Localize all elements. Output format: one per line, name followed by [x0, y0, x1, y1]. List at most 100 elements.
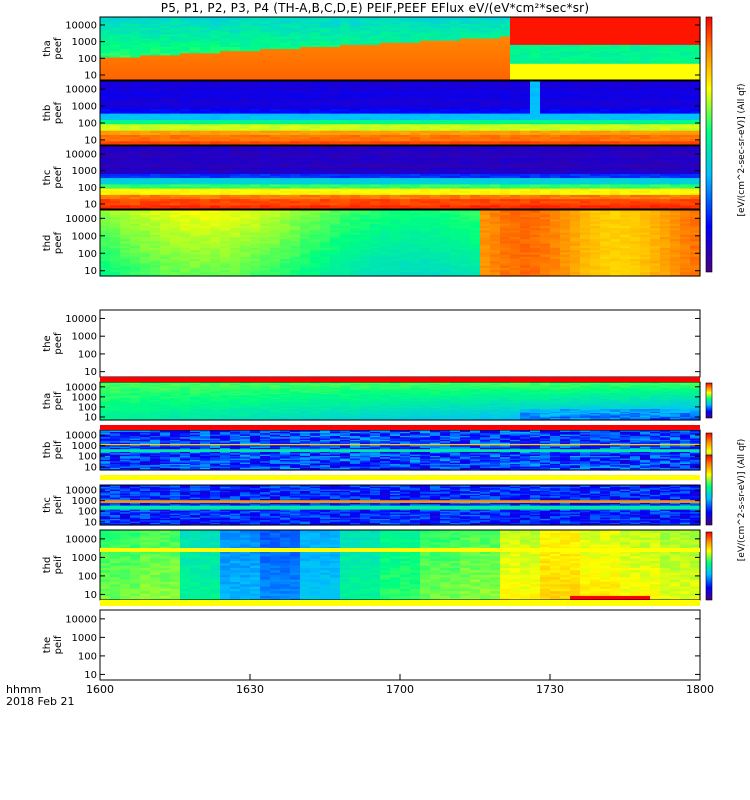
heatmap-cell: [310, 175, 321, 179]
heatmap-cell: [600, 125, 611, 129]
heatmap-cell: [510, 127, 521, 131]
heatmap-cell: [340, 38, 351, 41]
heatmap-cell: [490, 134, 501, 138]
heatmap-cell: [290, 50, 301, 54]
heatmap-cell: [470, 21, 481, 24]
heatmap-cell: [580, 73, 591, 77]
heatmap-cell: [550, 61, 561, 64]
heatmap-cell: [470, 110, 481, 114]
heatmap-cell: [200, 83, 211, 86]
heatmap-cell: [130, 136, 141, 140]
heatmap-cell: [150, 95, 161, 99]
heatmap-cell: [470, 75, 481, 79]
heatmap-cell: [280, 142, 291, 146]
heatmap-cell: [260, 89, 271, 93]
heatmap-cell: [670, 127, 681, 131]
heatmap-cell: [650, 104, 661, 108]
heatmap-cell: [360, 173, 371, 176]
heatmap-cell: [390, 146, 401, 149]
heatmap-cell: [640, 134, 651, 138]
heatmap-cell: [290, 119, 301, 123]
heatmap-cell: [160, 59, 171, 62]
heatmap-cell: [350, 173, 361, 176]
heatmap-cell: [680, 52, 691, 56]
heatmap-cell: [540, 169, 551, 172]
heatmap-cell: [310, 46, 321, 50]
heatmap-cell: [240, 63, 251, 66]
heatmap-cell: [310, 127, 321, 131]
heatmap-cell: [570, 59, 581, 62]
heatmap-cell: [190, 117, 201, 120]
heatmap-cell: [110, 125, 121, 129]
heatmap-cell: [370, 192, 381, 195]
heatmap-cell: [290, 95, 301, 99]
heatmap-cell: [150, 108, 161, 112]
heatmap-cell: [610, 123, 621, 127]
heatmap-cell: [360, 42, 371, 45]
heatmap-cell: [160, 108, 171, 112]
heatmap-cell: [290, 61, 301, 64]
heatmap-cell: [160, 106, 171, 110]
heatmap-cell: [680, 113, 691, 116]
heatmap-cell: [220, 185, 231, 189]
heatmap-cell: [150, 83, 161, 86]
heatmap-cell: [200, 17, 211, 20]
heatmap-cell: [410, 59, 421, 62]
heatmap-cell: [380, 67, 391, 71]
heatmap-cell: [470, 95, 481, 99]
heatmap-cell: [230, 87, 241, 91]
heatmap-cell: [390, 77, 401, 81]
heatmap-cell: [300, 54, 311, 58]
heatmap-cell: [320, 181, 331, 185]
heatmap-cell: [450, 125, 461, 129]
heatmap-cell: [210, 67, 221, 71]
heatmap-cell: [180, 192, 191, 195]
heatmap-cell: [660, 71, 671, 75]
heatmap-cell: [110, 113, 121, 116]
heatmap-cell: [210, 146, 221, 149]
heatmap-cell: [510, 202, 521, 206]
heatmap-cell: [250, 98, 261, 101]
heatmap-cell: [110, 142, 121, 146]
heatmap-cell: [170, 27, 181, 31]
heatmap-cell: [520, 138, 531, 142]
heatmap-cell: [450, 185, 461, 189]
heatmap-cell: [150, 113, 161, 116]
heatmap-cell: [300, 65, 311, 68]
heatmap-cell: [640, 142, 651, 146]
heatmap-cell: [620, 17, 631, 20]
heatmap-cell: [670, 67, 681, 71]
heatmap-cell: [340, 138, 351, 142]
heatmap-cell: [560, 87, 571, 91]
heatmap-cell: [450, 179, 461, 183]
heatmap-cell: [350, 130, 361, 133]
heatmap-cell: [320, 35, 331, 39]
heatmap-cell: [530, 177, 541, 181]
heatmap-cell: [340, 175, 351, 179]
heatmap-cell: [310, 194, 321, 197]
heatmap-cell: [490, 44, 501, 47]
heatmap-cell: [160, 202, 171, 206]
heatmap-cell: [150, 71, 161, 75]
heatmap-cell: [160, 113, 171, 116]
heatmap-cell: [210, 167, 221, 170]
heatmap-cell: [100, 204, 111, 208]
heatmap-cell: [260, 110, 271, 114]
heatmap-cell: [170, 204, 181, 208]
heatmap-cell: [430, 117, 441, 120]
heatmap-cell: [420, 110, 431, 114]
heatmap-cell: [650, 71, 661, 75]
heatmap-cell: [100, 156, 111, 160]
heatmap-cell: [490, 48, 501, 52]
heatmap-cell: [100, 175, 111, 179]
heatmap-cell: [460, 192, 471, 195]
heatmap-cell: [340, 115, 351, 118]
heatmap-cell: [440, 81, 451, 84]
heatmap-cell: [140, 154, 151, 158]
heatmap-cell: [620, 65, 631, 68]
heatmap-cell: [550, 127, 561, 131]
heatmap-cell: [380, 162, 391, 166]
heatmap-cell: [500, 31, 511, 35]
heatmap-cell: [500, 73, 511, 77]
heatmap-cell: [500, 123, 511, 127]
